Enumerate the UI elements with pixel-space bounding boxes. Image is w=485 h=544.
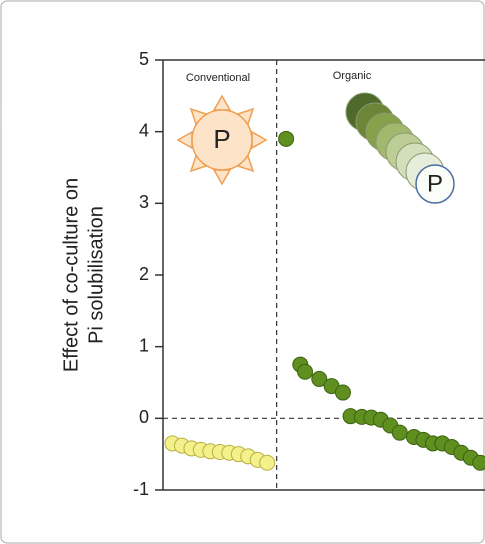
annotation: Organic xyxy=(333,70,372,82)
y-tick-label: -1 xyxy=(133,479,149,499)
annotation: Conventional xyxy=(186,72,250,84)
icon-label: P xyxy=(213,124,230,154)
y-tick-label: 2 xyxy=(139,264,149,284)
y-tick-label: 1 xyxy=(139,335,149,355)
organic-icon xyxy=(345,92,455,204)
y-axis-title-line: Effect of co-culture on xyxy=(60,178,82,372)
y-tick-label: 3 xyxy=(139,192,149,212)
sun-icon xyxy=(176,94,268,186)
point xyxy=(278,130,295,147)
point xyxy=(472,454,485,471)
point xyxy=(311,370,328,387)
y-tick-label: 0 xyxy=(139,407,149,427)
point xyxy=(259,454,276,471)
y-axis-title-line: Pi solubilisation xyxy=(85,206,107,344)
point xyxy=(334,384,351,401)
y-tick-label: 5 xyxy=(139,49,149,69)
point xyxy=(297,363,314,380)
y-axis-title: Effect of co-culture on Pi solubilisatio… xyxy=(60,178,107,372)
point xyxy=(391,424,408,441)
y-tick-label: 4 xyxy=(139,120,149,140)
icon-label: P xyxy=(427,170,443,197)
plot-area xyxy=(163,60,485,490)
